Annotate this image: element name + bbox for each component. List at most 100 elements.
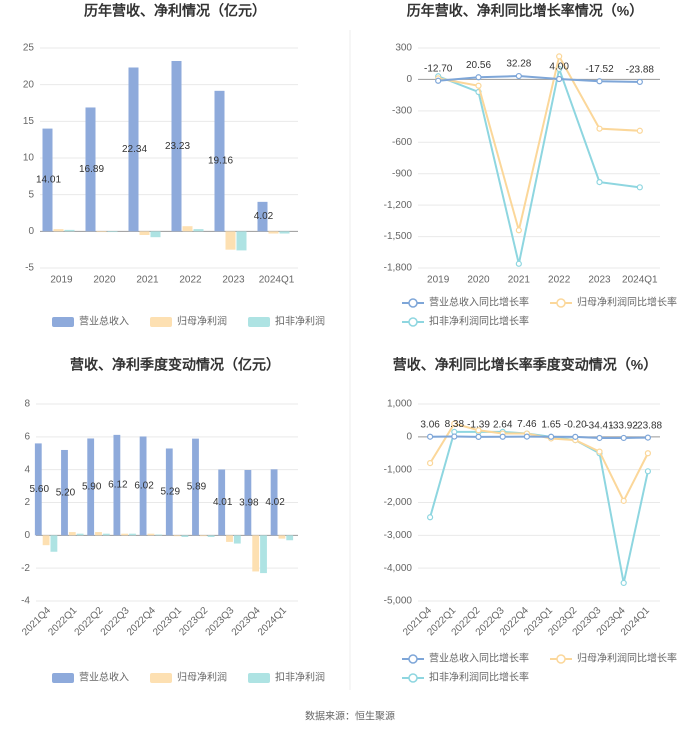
y-tick-label: -5,000 [384, 596, 413, 607]
point [475, 427, 482, 434]
y-tick-label: -3,000 [384, 530, 413, 541]
x-tick-label: 2024Q1 [259, 275, 295, 286]
line [429, 430, 649, 584]
bar [121, 533, 129, 536]
legend-swatch [150, 673, 172, 683]
bar [139, 231, 150, 235]
data-label: 3.06 [420, 419, 440, 430]
chart-title: 历年营收、净利同比增长率情况（%） [407, 3, 643, 19]
bar [102, 533, 110, 536]
y-tick-label: -1,200 [384, 200, 413, 211]
point [547, 433, 555, 440]
point [523, 433, 531, 440]
bar [129, 533, 136, 536]
x-tick-label: 2021 [136, 275, 159, 286]
legend-label: 扣非净利润 [275, 671, 325, 684]
data-label: 5.20 [56, 487, 76, 498]
data-label: 4.02 [254, 211, 274, 222]
bar [252, 535, 260, 572]
x-tick-label: 2023 [222, 275, 245, 286]
bar [87, 438, 95, 536]
bar [53, 229, 64, 232]
bar [225, 231, 236, 250]
x-tick-label: 2019 [427, 275, 450, 286]
bar [76, 533, 84, 536]
bar [165, 448, 173, 536]
y-tick-label: -1,800 [384, 263, 413, 274]
point [620, 497, 627, 504]
data-label: -33.92 [610, 421, 639, 432]
data-label: 5.60 [30, 484, 50, 495]
bar [147, 533, 155, 536]
bar [139, 436, 147, 536]
bar [171, 60, 182, 232]
point [636, 78, 643, 86]
point [475, 82, 482, 89]
point [596, 434, 603, 442]
legend-swatch [248, 317, 270, 327]
y-tick-label: 2 [24, 497, 30, 508]
bar [95, 532, 102, 536]
legend-swatch [408, 298, 418, 308]
bar [173, 535, 181, 537]
data-label: 7.46 [517, 419, 537, 430]
data-label: 5.89 [187, 482, 207, 493]
y-tick-label: 10 [23, 153, 35, 164]
legend-label: 归母净利润 [177, 315, 227, 328]
y-tick-label: 0 [406, 431, 412, 442]
y-tick-label: 1,000 [387, 399, 412, 410]
data-label: -23.88 [634, 420, 663, 431]
bar [128, 67, 139, 232]
y-tick-label: 6 [24, 431, 30, 442]
legend-swatch [408, 317, 418, 327]
point [636, 127, 643, 134]
legend-swatch [408, 673, 418, 683]
bar [155, 534, 163, 536]
bar [50, 535, 58, 552]
bar [257, 201, 268, 232]
legend-label: 营业总收入同比增长率 [429, 296, 529, 309]
legend-label: 营业总收入同比增长率 [429, 652, 529, 665]
point [427, 460, 434, 467]
data-label: 3.98 [239, 497, 259, 508]
data-label: -1.39 [467, 420, 490, 431]
data-label: 20.56 [466, 60, 491, 71]
point [620, 579, 627, 587]
bar [113, 434, 121, 536]
point [596, 178, 603, 186]
data-label: 23.23 [165, 141, 190, 152]
data-label: -0.20 [564, 419, 587, 430]
point [427, 514, 434, 521]
data-label: -23.88 [626, 65, 655, 76]
bar [193, 229, 204, 232]
legend-label: 归母净利润同比增长率 [577, 652, 677, 665]
y-tick-label: -4,000 [384, 563, 413, 574]
legend-swatch [150, 317, 172, 327]
legend-label: 扣非净利润同比增长率 [429, 671, 529, 684]
y-tick-label: 15 [23, 116, 35, 127]
x-tick-label: 2023 [588, 275, 611, 286]
legend-label: 归母净利润同比增长率 [577, 296, 677, 309]
y-tick-label: 5 [28, 189, 34, 200]
point [636, 184, 643, 191]
bar [150, 231, 161, 238]
data-label: 5.29 [161, 487, 181, 498]
line [429, 422, 649, 504]
data-label: 22.34 [122, 144, 147, 155]
data-label: 4.01 [213, 497, 233, 508]
legend-label: 营业总收入 [79, 315, 129, 328]
y-tick-label: 0 [24, 530, 30, 541]
legend-label: 扣非净利润同比增长率 [429, 315, 529, 328]
point [644, 468, 652, 475]
bar [260, 535, 267, 574]
legend-swatch [556, 654, 566, 664]
point [596, 78, 603, 85]
bar [85, 107, 96, 232]
point [475, 74, 482, 81]
chart-title: 营收、净利同比增长率季度变动情况（%） [393, 357, 657, 373]
bar [42, 128, 53, 232]
y-tick-label: 20 [23, 79, 35, 90]
legend-swatch [248, 673, 270, 683]
point [620, 434, 627, 442]
